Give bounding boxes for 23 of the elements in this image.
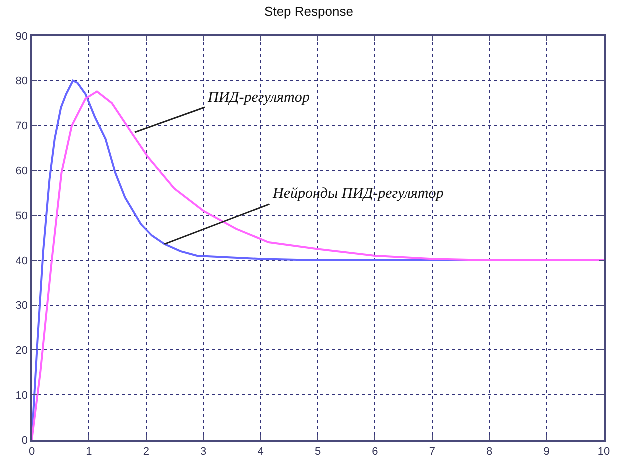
y-tick-label: 20	[16, 345, 28, 358]
y-tick-label: 10	[16, 390, 28, 402]
x-tick-label: 10	[598, 446, 610, 458]
y-tick-label: 70	[16, 120, 28, 133]
y-tick-label: 30	[16, 300, 28, 312]
annotation: ПИД-регулятор	[207, 90, 310, 106]
y-tick-label: 60	[16, 166, 28, 178]
x-tick-label: 1	[86, 446, 92, 458]
x-tick-label: 3	[200, 446, 207, 458]
x-tick-label: 5	[314, 446, 322, 458]
annotation: Нейронды ПИД-регулятор	[272, 186, 444, 202]
y-tick-label: 50	[16, 210, 28, 222]
x-tick-label: 9	[544, 446, 550, 458]
x-tick-label: 4	[258, 446, 264, 458]
x-tick-label: 7	[429, 446, 436, 458]
x-tick-label: 2	[143, 446, 150, 458]
y-tick-label: 80	[16, 76, 28, 88]
x-tick-label: 6	[372, 446, 378, 458]
y-tick-label: 40	[16, 255, 28, 268]
chart-title: Step Response	[264, 4, 354, 20]
x-tick-label: 8	[486, 446, 493, 458]
y-tick-label: 0	[22, 434, 28, 447]
y-tick-label: 90	[16, 30, 28, 43]
